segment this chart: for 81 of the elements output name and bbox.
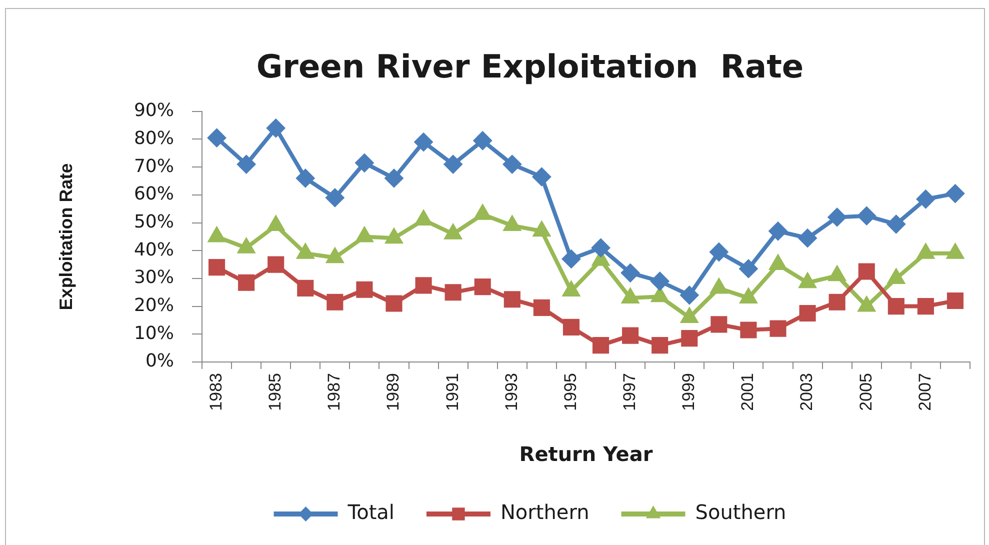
y-tick-label: 70% xyxy=(134,156,174,177)
x-tick-label: 1995 xyxy=(560,373,580,411)
y-tick-label: 10% xyxy=(134,322,174,344)
y-tick-label: 50% xyxy=(134,211,174,232)
point xyxy=(857,206,876,226)
x-tick-label: 2001 xyxy=(738,373,758,411)
point xyxy=(828,294,846,310)
y-tick-label: 40% xyxy=(134,239,174,260)
y-axis-title: Exploitation Rate xyxy=(56,163,76,310)
legend-label: Southern xyxy=(695,500,786,524)
x-tick-label: 1985 xyxy=(266,373,285,411)
point xyxy=(326,294,344,310)
legend-label: Northern xyxy=(500,500,590,524)
point xyxy=(650,272,670,291)
point xyxy=(917,298,934,315)
point xyxy=(384,168,404,188)
point xyxy=(415,277,432,294)
point xyxy=(680,286,699,305)
point xyxy=(591,238,610,258)
point xyxy=(858,263,875,280)
point xyxy=(652,337,668,354)
y-tick-label: 30% xyxy=(134,267,174,288)
point xyxy=(268,256,284,273)
y-tick-label: 80% xyxy=(134,128,174,149)
point xyxy=(266,118,286,138)
point xyxy=(916,190,936,209)
x-tick-label: 1993 xyxy=(502,373,521,411)
point xyxy=(236,154,256,174)
x-tick-label: 1999 xyxy=(679,373,698,411)
x-tick-label: 2005 xyxy=(856,373,876,411)
point xyxy=(473,131,492,150)
legend-label: Total xyxy=(346,500,394,524)
point xyxy=(325,188,344,208)
x-tick-label: 1989 xyxy=(384,373,403,411)
point xyxy=(592,337,610,354)
y-tick-label: 0% xyxy=(145,350,174,372)
point xyxy=(740,322,757,338)
point xyxy=(799,304,816,322)
point xyxy=(533,299,550,316)
point xyxy=(886,214,906,234)
x-tick-label: 2007 xyxy=(915,373,934,411)
x-tick-label: 2003 xyxy=(797,373,816,411)
point xyxy=(386,295,402,312)
point xyxy=(946,292,964,310)
x-tick-label: 1987 xyxy=(324,373,344,411)
point xyxy=(681,330,698,347)
point xyxy=(356,281,373,298)
point xyxy=(444,284,462,301)
point xyxy=(768,222,788,241)
point xyxy=(297,280,314,296)
point xyxy=(709,242,728,262)
x-axis-title: Return Year xyxy=(519,442,653,466)
point xyxy=(296,168,315,188)
y-tick-label: 20% xyxy=(134,294,174,316)
chart-title: Green River Exploitation Rate xyxy=(256,48,804,86)
point xyxy=(502,154,522,174)
point xyxy=(238,274,255,291)
point xyxy=(354,153,374,172)
x-tick-label: 1983 xyxy=(206,373,226,411)
point xyxy=(504,291,520,308)
point xyxy=(622,327,639,344)
point xyxy=(888,298,904,315)
point xyxy=(474,278,491,296)
point xyxy=(414,132,434,152)
point xyxy=(798,228,818,248)
point xyxy=(562,318,580,336)
point xyxy=(532,167,552,186)
point xyxy=(710,316,728,333)
point xyxy=(738,259,758,278)
point xyxy=(444,154,463,174)
point xyxy=(770,320,786,337)
x-tick-label: 1991 xyxy=(442,373,462,411)
x-tick-label: 1997 xyxy=(620,373,639,411)
point xyxy=(828,208,847,227)
point xyxy=(562,249,581,268)
y-tick-label: 60% xyxy=(134,184,174,205)
point xyxy=(207,128,226,148)
y-tick-label: 90% xyxy=(134,100,174,122)
point xyxy=(208,259,226,276)
point xyxy=(946,184,965,204)
point xyxy=(620,263,640,282)
